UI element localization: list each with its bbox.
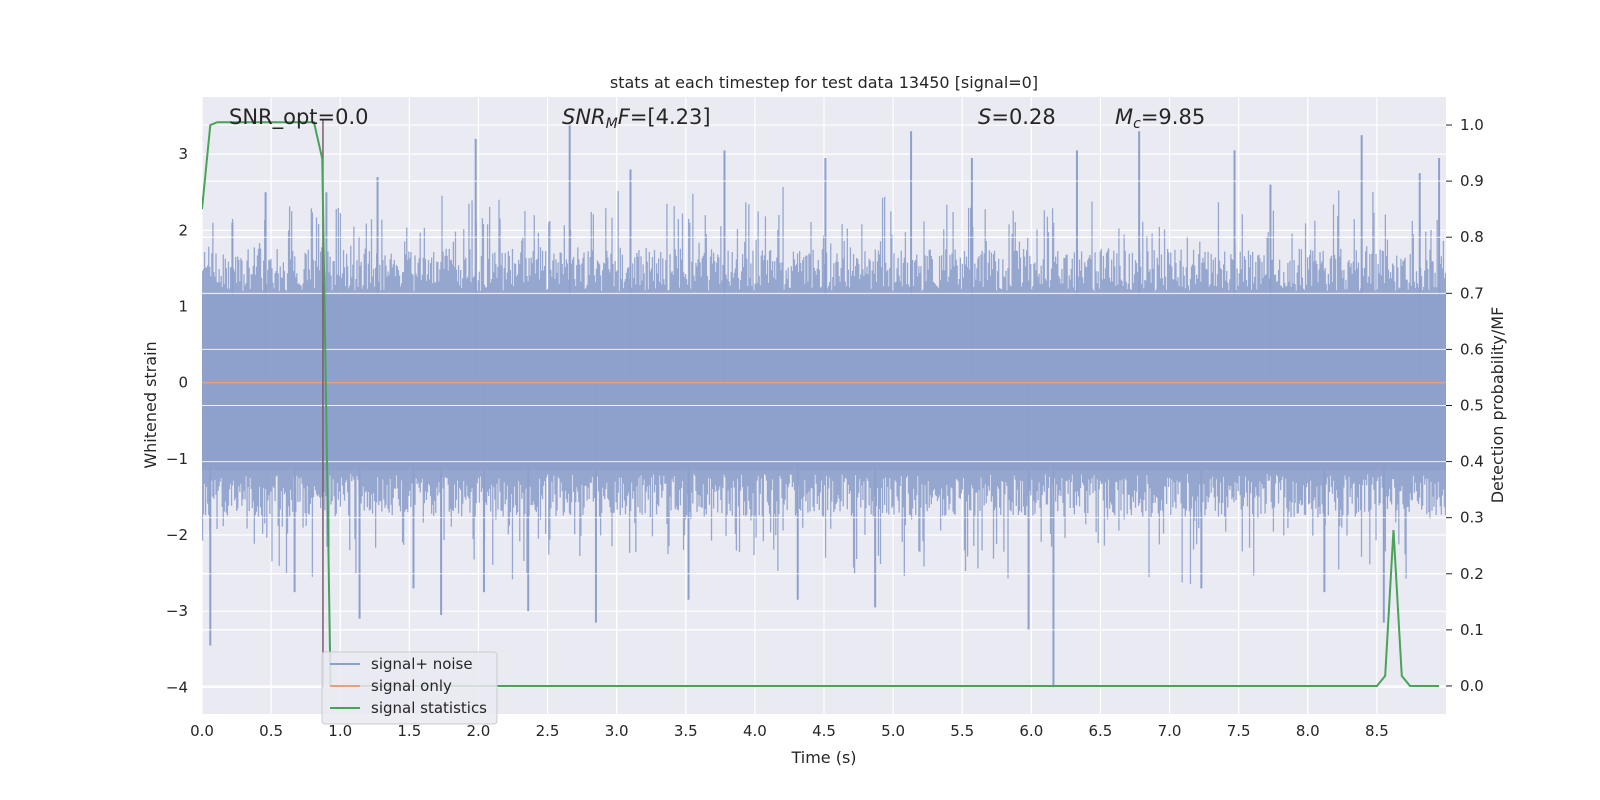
y-left-tick-label: 0 <box>178 374 188 392</box>
y-left-tick-label: 3 <box>178 145 188 163</box>
x-tick-label: 4.5 <box>812 722 836 740</box>
legend-label-signal-noise: signal+ noise <box>371 655 473 673</box>
annotation-s: S=0.28 <box>978 105 1056 129</box>
x-tick-label: 2.5 <box>536 722 560 740</box>
y-left-tick-label: −1 <box>166 450 188 468</box>
y-axis-right-ticks: 0.0 0.1 0.2 0.3 0.4 0.5 0.6 0.7 0.8 0.9 1.0 <box>1446 116 1484 695</box>
annotation-snr-opt: SNR_opt=0.0 <box>229 105 369 130</box>
y-axis-right-label: Detection probability/MF <box>1488 307 1507 504</box>
x-tick-label: 5.5 <box>950 722 974 740</box>
y-right-tick-label: 0.1 <box>1460 621 1484 639</box>
legend: signal+ noise signal only signal statist… <box>321 651 498 725</box>
y-axis-left-ticks: −4 −3 −2 −1 0 1 2 3 <box>166 145 188 696</box>
y-left-tick-label: −3 <box>166 602 188 620</box>
y-right-tick-label: 0.3 <box>1460 509 1484 527</box>
y-right-tick-label: 0.2 <box>1460 565 1484 583</box>
legend-label-signal-statistics: signal statistics <box>371 699 487 717</box>
y-left-tick-label: 1 <box>178 297 188 315</box>
x-tick-label: 7.5 <box>1227 722 1251 740</box>
y-left-tick-label: 2 <box>178 221 188 239</box>
x-tick-label: 0.0 <box>190 722 214 740</box>
chart-title: stats at each timestep for test data 134… <box>610 73 1038 92</box>
annotation-snr-mf: SNRMF=[4.23] <box>562 105 711 132</box>
y-right-tick-label: 0.9 <box>1460 172 1484 190</box>
y-right-tick-label: 0.7 <box>1460 284 1484 302</box>
x-tick-label: 6.5 <box>1089 722 1113 740</box>
x-tick-label: 6.0 <box>1019 722 1043 740</box>
y-right-tick-label: 0.0 <box>1460 677 1484 695</box>
legend-label-signal-only: signal only <box>371 677 452 695</box>
x-tick-label: 8.0 <box>1296 722 1320 740</box>
annotations: SNR_opt=0.0 SNRMF=[4.23] S=0.28 Mc=9.85 <box>229 105 1205 132</box>
y-axis-left-label: Whitened strain <box>141 341 160 468</box>
x-tick-label: 7.0 <box>1158 722 1182 740</box>
y-left-tick-label: −2 <box>166 526 188 544</box>
y-right-tick-label: 1.0 <box>1460 116 1484 134</box>
x-axis-ticks: 0.0 0.5 1.0 1.5 2.0 2.5 3.0 3.5 4.0 4.5 5.0 5.5 6.0 6… <box>190 722 1389 740</box>
x-tick-label: 8.5 <box>1365 722 1389 740</box>
x-tick-label: 1.0 <box>328 722 352 740</box>
y-right-tick-label: 0.6 <box>1460 340 1484 358</box>
y-left-tick-label: −4 <box>166 678 188 696</box>
y-right-tick-label: 0.4 <box>1460 453 1484 471</box>
x-tick-label: 5.0 <box>881 722 905 740</box>
annotation-chirp-mass: Mc=9.85 <box>1115 105 1205 132</box>
x-tick-label: 2.0 <box>467 722 491 740</box>
x-tick-label: 3.5 <box>674 722 698 740</box>
y-right-tick-label: 0.8 <box>1460 228 1484 246</box>
x-tick-label: 0.5 <box>259 722 283 740</box>
x-tick-label: 4.0 <box>743 722 767 740</box>
x-tick-label: 3.0 <box>605 722 629 740</box>
x-axis-label: Time (s) <box>790 748 856 767</box>
x-tick-label: 1.5 <box>397 722 421 740</box>
legend-box <box>321 651 498 725</box>
y-right-tick-label: 0.5 <box>1460 397 1484 415</box>
